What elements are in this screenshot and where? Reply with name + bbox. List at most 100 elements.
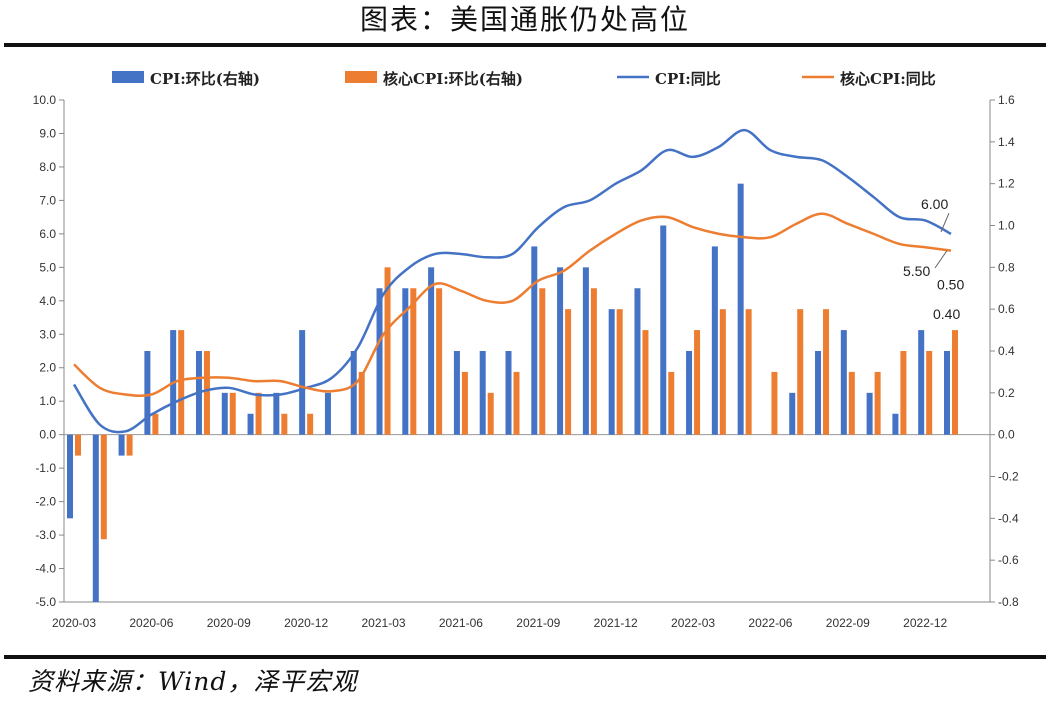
bar-core-cpi-mom — [900, 351, 907, 435]
bar-core-cpi-mom — [797, 309, 804, 435]
left-tick-label: 6.0 — [39, 227, 56, 241]
x-tick-label: 2022-12 — [903, 616, 947, 630]
bar-core-cpi-mom — [100, 434, 107, 540]
bar-core-cpi-mom — [203, 351, 210, 435]
bar-cpi-mom — [660, 225, 667, 435]
bar-core-cpi-mom — [513, 371, 520, 435]
bar-cpi-mom — [479, 351, 486, 435]
left-tick-label: -1.0 — [35, 461, 56, 475]
right-tick-label: 0.2 — [998, 386, 1015, 400]
right-tick-label: -0.4 — [998, 511, 1019, 525]
left-tick-label: -5.0 — [35, 595, 56, 609]
source-note: 资料来源：Wind，泽平宏观 — [28, 667, 358, 696]
bar-core-cpi-mom — [487, 392, 494, 435]
bar-core-cpi-mom — [410, 288, 417, 435]
right-tick-label: -0.6 — [998, 553, 1019, 567]
lines-group — [72, 128, 952, 434]
bar-core-cpi-mom — [75, 434, 81, 456]
left-tick-label: 3.0 — [39, 327, 56, 341]
left-tick-label: 9.0 — [39, 126, 56, 140]
bar-cpi-mom — [505, 351, 512, 435]
bar-cpi-mom — [92, 434, 99, 602]
left-tick-label: 8.0 — [39, 160, 56, 174]
x-tick-label: 2020-06 — [129, 616, 173, 630]
bar-cpi-mom — [118, 434, 125, 456]
bar-cpi-mom — [815, 351, 822, 435]
bar-core-cpi-mom — [565, 309, 572, 435]
legend-swatch — [112, 71, 144, 83]
right-tick-label: 1.4 — [998, 135, 1015, 149]
bar-core-cpi-mom — [255, 392, 262, 435]
bar-cpi-mom — [273, 392, 280, 435]
bar-cpi-mom — [531, 246, 538, 435]
bar-cpi-mom — [376, 288, 383, 435]
x-tick-label: 2021-09 — [516, 616, 560, 630]
legend-label: 核心CPI:同比 — [840, 70, 936, 88]
bar-cpi-mom — [299, 330, 306, 435]
left-tick-label: 0.0 — [39, 428, 56, 442]
bottom-rule — [4, 655, 1046, 659]
bar-cpi-mom — [428, 267, 435, 435]
annotations-group: 6.00 5.50 0.50 0.40 — [903, 196, 964, 322]
bar-cpi-mom — [634, 288, 641, 435]
annotation-cpi-mom: 0.40 — [933, 306, 960, 322]
x-tick-label: 2022-03 — [671, 616, 715, 630]
annotation-cpi-yoy: 6.00 — [921, 196, 948, 212]
bar-core-cpi-mom — [152, 413, 159, 435]
right-tick-label: 0.6 — [998, 302, 1015, 316]
inflation-chart: -5.0 -4.0 -3.0 -2.0 -1.0 0.0 1.0 2.0 3.0 4.0 5.0 6.… — [33, 70, 1019, 630]
bar-cpi-mom — [943, 351, 950, 435]
bar-cpi-mom — [67, 434, 73, 519]
line-core-cpi-yoy — [73, 212, 952, 398]
left-tick-label: -2.0 — [35, 495, 56, 509]
top-rule — [4, 43, 1046, 47]
left-tick-label: 7.0 — [39, 193, 56, 207]
bar-core-cpi-mom — [384, 267, 391, 435]
x-tick-label: 2021-06 — [439, 616, 483, 630]
bar-cpi-mom — [582, 267, 589, 435]
bar-core-cpi-mom — [307, 413, 314, 435]
right-tick-label: 1.2 — [998, 177, 1015, 191]
bar-core-cpi-mom — [358, 371, 365, 435]
bar-cpi-mom — [557, 267, 564, 435]
bar-core-cpi-mom — [436, 288, 443, 435]
left-tick-label: 4.0 — [39, 294, 56, 308]
right-tick-label: 1.0 — [998, 219, 1015, 233]
bar-cpi-mom — [892, 413, 899, 435]
bar-cpi-mom — [840, 330, 847, 435]
bar-cpi-mom — [608, 309, 615, 435]
left-tick-label: 10.0 — [33, 93, 57, 107]
left-tick-label: 5.0 — [39, 260, 56, 274]
legend-swatch — [345, 71, 377, 83]
bar-core-cpi-mom — [771, 371, 778, 435]
bar-core-cpi-mom — [461, 371, 468, 435]
annotation-leader — [934, 250, 948, 269]
bar-core-cpi-mom — [178, 330, 185, 435]
bar-cpi-mom — [350, 351, 357, 435]
bar-cpi-mom — [866, 392, 873, 435]
bar-core-cpi-mom — [539, 288, 546, 435]
left-tick-label: 1.0 — [39, 394, 56, 408]
bar-core-cpi-mom — [823, 309, 830, 435]
bar-cpi-mom — [918, 330, 925, 435]
bar-core-cpi-mom — [126, 434, 133, 456]
line-cpi-yoy — [72, 128, 952, 434]
bar-core-cpi-mom — [281, 413, 288, 435]
right-tick-label: 0.4 — [998, 344, 1015, 358]
right-tick-label: -0.2 — [998, 470, 1019, 484]
left-tick-label: -3.0 — [35, 528, 56, 542]
left-tick-label: 2.0 — [39, 361, 56, 375]
x-tick-label: 2022-09 — [826, 616, 870, 630]
bar-cpi-mom — [686, 351, 693, 435]
bar-core-cpi-mom — [229, 392, 236, 435]
bar-cpi-mom — [737, 183, 744, 435]
legend-label: CPI:同比 — [655, 70, 721, 88]
bar-core-cpi-mom — [642, 330, 649, 435]
bar-cpi-mom — [453, 351, 460, 435]
bar-core-cpi-mom — [719, 309, 726, 435]
x-tick-label: 2020-09 — [207, 616, 251, 630]
annotation-core-yoy: 5.50 — [903, 263, 930, 279]
x-tick-label: 2021-03 — [362, 616, 406, 630]
x-tick-label: 2020-12 — [284, 616, 328, 630]
bar-core-cpi-mom — [590, 288, 597, 435]
